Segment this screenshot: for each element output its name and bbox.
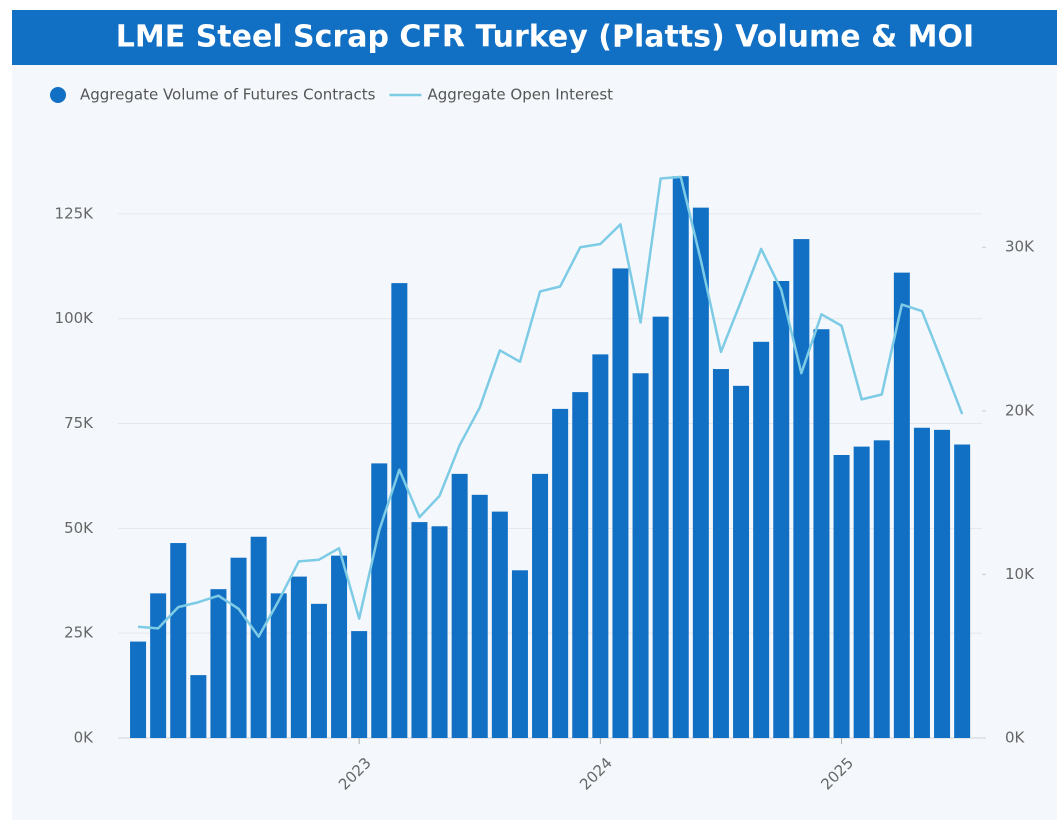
bar [753, 341, 770, 738]
bar [230, 557, 247, 738]
bar [451, 473, 468, 738]
bar [491, 511, 508, 738]
y2-tick-label: 30K [1005, 238, 1035, 256]
line [137, 175, 964, 638]
y-tick-label: 125K [55, 204, 95, 222]
bar [954, 444, 971, 738]
y-tick-label: 0K [74, 729, 95, 747]
bar [913, 427, 930, 738]
bar [592, 354, 609, 738]
bar [371, 463, 388, 738]
bar [733, 385, 750, 738]
legend-label: Aggregate Open Interest [427, 86, 613, 104]
bar [331, 555, 348, 738]
bar [773, 281, 790, 738]
y-tick-label: 25K [64, 624, 94, 642]
bar [270, 593, 287, 738]
bar [873, 440, 890, 738]
bar [572, 392, 589, 738]
bar [431, 526, 448, 738]
chart-title: LME Steel Scrap CFR Turkey (Platts) Volu… [116, 20, 974, 55]
bar [310, 603, 327, 738]
legend-label: Aggregate Volume of Futures Contracts [80, 86, 376, 104]
bar [351, 631, 368, 738]
bar [893, 272, 910, 738]
y-tick-label: 100K [55, 309, 95, 327]
y2-tick-label: 0K [1005, 729, 1026, 747]
bar [290, 576, 307, 738]
y2-tick-label: 20K [1005, 401, 1035, 419]
bar [552, 408, 569, 738]
bar [813, 329, 830, 738]
bar [210, 589, 227, 738]
bar [793, 239, 810, 738]
bar [471, 494, 488, 738]
bar [934, 429, 951, 738]
bar [853, 446, 870, 738]
bar [411, 522, 428, 738]
bar [190, 675, 207, 738]
bar [833, 455, 850, 738]
bar [712, 369, 729, 738]
title-bar [12, 10, 1057, 65]
bar [170, 543, 187, 738]
bar [672, 176, 689, 738]
bar [632, 373, 649, 738]
bar [130, 641, 147, 738]
bar [652, 316, 669, 738]
legend-marker [50, 87, 66, 103]
y2-tick-label: 10K [1005, 565, 1035, 583]
bar [150, 593, 167, 738]
bar [612, 268, 629, 738]
bar [511, 570, 528, 738]
bar [532, 473, 549, 738]
y-tick-label: 50K [64, 519, 94, 537]
y-tick-label: 75K [64, 414, 94, 432]
bar [391, 283, 408, 738]
bar [692, 207, 709, 739]
